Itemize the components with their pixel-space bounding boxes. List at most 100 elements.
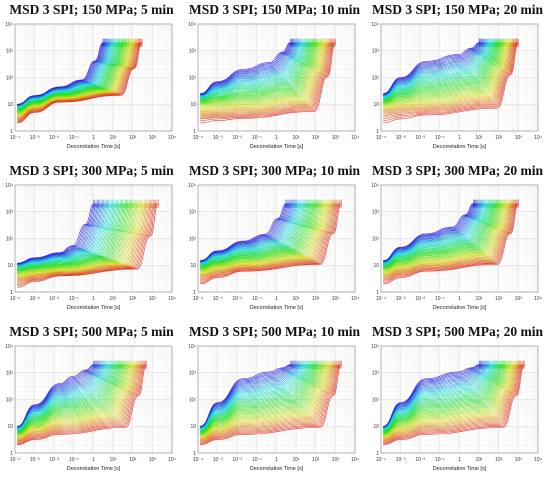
series-line: [17, 42, 141, 121]
x-tick-label: 10⁻²: [415, 135, 425, 141]
series-line: [17, 42, 134, 116]
x-tick-label: 10⁻²: [232, 296, 242, 302]
y-tick-label: 1: [376, 451, 379, 457]
series-line: [17, 42, 129, 113]
x-tick-label: 10⁴: [534, 135, 542, 141]
series-line: [200, 364, 307, 430]
series-line: [383, 203, 482, 263]
series-line: [383, 42, 482, 95]
series-line: [17, 203, 129, 271]
x-tick-label: 10¹: [293, 135, 301, 141]
series-line: [17, 364, 109, 430]
series-line: [200, 364, 322, 435]
series-line: [383, 42, 509, 108]
series-line: [200, 42, 294, 95]
series-line: [383, 42, 512, 111]
x-tick-label: 10¹: [110, 135, 118, 141]
series-line: [383, 203, 493, 267]
plot-frame: [14, 345, 173, 454]
series-line: [383, 203, 499, 269]
x-tick-label: 10⁻²: [232, 457, 242, 463]
series-line: [17, 364, 145, 444]
x-tick-label: 1: [458, 135, 461, 141]
series-line: [200, 364, 305, 430]
series-line: [383, 203, 514, 278]
series-line: [200, 42, 323, 107]
series-line: [17, 42, 136, 117]
series-line: [17, 364, 110, 430]
series-line: [383, 364, 502, 433]
series-line: [200, 203, 316, 268]
series-line: [383, 203, 487, 265]
series-group: [383, 199, 519, 285]
series-line: [17, 364, 127, 435]
x-tick-label: 10³: [149, 457, 157, 463]
series-line: [200, 203, 304, 265]
series-line: [200, 42, 305, 98]
x-tick-label: 10⁴: [534, 296, 542, 302]
x-tick-label: 10¹: [110, 296, 118, 302]
x-tick-label: 10²: [495, 296, 503, 302]
series-line: [383, 42, 485, 96]
series-line: [200, 42, 292, 95]
series-line: [200, 364, 308, 431]
series-line: [200, 203, 300, 264]
series-line: [383, 364, 520, 441]
plot-frame: [197, 345, 356, 454]
x-tick-label: 10⁻¹: [252, 457, 262, 463]
series-group: [200, 360, 342, 446]
series-line: [200, 364, 298, 428]
series-line: [200, 42, 309, 100]
series-line: [383, 364, 494, 430]
series-line: [200, 364, 311, 431]
series-line: [383, 364, 489, 429]
series-line: [200, 364, 300, 429]
chart-title: MSD 3 SPI; 150 MPa; 10 min: [189, 2, 360, 17]
series-line: [17, 42, 142, 123]
x-axis-label: Decorrelation Time [s]: [250, 466, 304, 472]
series-line: [383, 203, 475, 261]
series-line: [383, 203, 483, 263]
series-line: [383, 203, 501, 270]
series-line: [17, 203, 143, 276]
series-line: [200, 203, 318, 269]
chart-title: MSD 3 SPI; 500 MPa; 20 min: [372, 324, 543, 339]
series-line: [383, 42, 494, 99]
series-line: [383, 203, 510, 275]
x-tick-label: 10⁻¹: [69, 135, 79, 141]
series-line: [383, 42, 504, 104]
series-line: [383, 203, 490, 266]
x-tick-label: 10⁴: [351, 135, 359, 141]
y-tick-label: 1: [193, 290, 196, 296]
x-axis-label: Decorrelation Time [s]: [250, 305, 304, 311]
series-line: [383, 42, 511, 110]
series-line: [383, 203, 484, 264]
series-line: [200, 203, 288, 261]
series-line: [200, 42, 321, 105]
series-line: [383, 42, 495, 100]
series-line: [383, 203, 478, 262]
series-line: [383, 203, 474, 261]
x-tick-label: 10⁻⁴: [10, 135, 20, 141]
series-line: [200, 203, 331, 275]
x-tick-label: 10⁻³: [213, 457, 223, 463]
series-line: [383, 364, 488, 429]
y-tick-label: 10²: [189, 236, 197, 242]
series-line: [17, 364, 147, 446]
series-line: [200, 203, 321, 270]
series-line: [200, 42, 325, 109]
x-tick-label: 10²: [495, 457, 503, 463]
series-line: [200, 364, 316, 433]
series-line: [17, 203, 102, 265]
series-line: [17, 364, 128, 435]
y-tick-label: 10³: [372, 210, 380, 216]
chart-panel-500mpa-20min: MSD 3 SPI; 500 MPa; 20 min 10⁻⁴ 10⁻³ 10⁻² 1…: [366, 322, 549, 482]
series-line: [383, 364, 481, 427]
series-line: [383, 203, 509, 275]
series-line: [17, 364, 113, 431]
y-tick-label: 1: [10, 451, 13, 457]
series-line: [200, 42, 302, 97]
x-tick-label: 1: [92, 296, 95, 302]
series-line: [200, 364, 291, 427]
series-line: [200, 364, 341, 445]
